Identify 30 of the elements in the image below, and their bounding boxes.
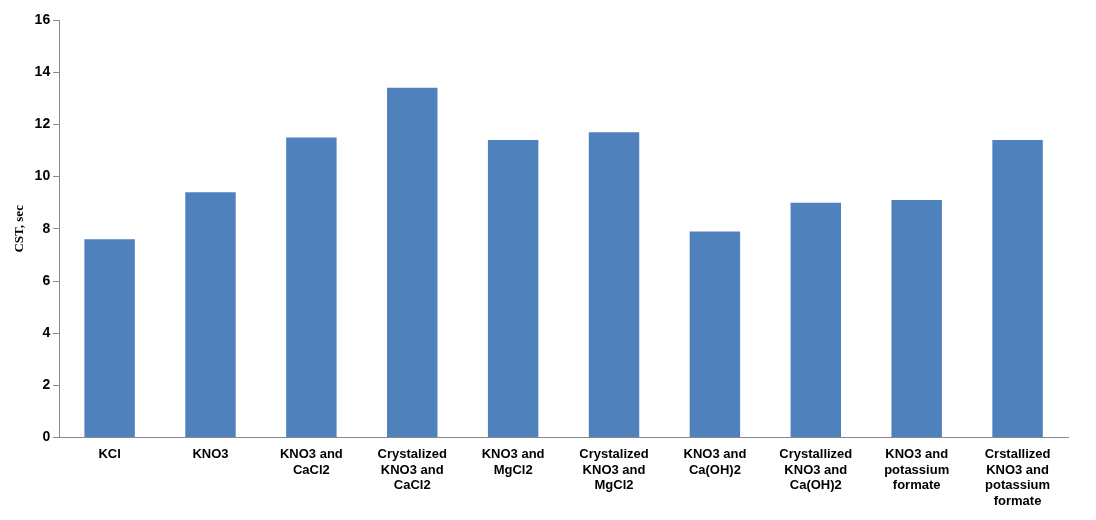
- x-tick-label: Crystalized KNO3 and CaCl2: [377, 445, 447, 493]
- bar: [992, 140, 1043, 438]
- bar: [387, 87, 438, 438]
- y-tick-label: 4: [42, 324, 51, 341]
- y-tick-label: 6: [42, 271, 51, 288]
- x-tick-label: KCl: [98, 445, 121, 461]
- y-tick-label: 2: [42, 376, 51, 393]
- bar: [185, 192, 236, 438]
- x-tick-label: KNO3 and MgCl2: [481, 445, 545, 477]
- bar: [891, 200, 942, 438]
- bar: [689, 231, 741, 438]
- bar: [790, 202, 842, 438]
- x-tick-label: KNO3 and Ca(OH)2: [683, 445, 747, 477]
- x-tick-label: KNO3: [192, 445, 229, 461]
- y-tick-label: 10: [34, 167, 51, 184]
- y-tick-label: 14: [34, 63, 51, 80]
- x-tick-label: KNO3 and CaCl2: [279, 445, 343, 477]
- y-tick-label: 0: [42, 428, 51, 445]
- bar: [588, 132, 640, 438]
- bar: [487, 140, 539, 438]
- y-axis-title: CST, sec: [11, 204, 27, 253]
- y-tick-label: 16: [34, 10, 51, 27]
- bar: [84, 239, 135, 438]
- y-tick-label: 8: [42, 219, 51, 236]
- x-tick-label: KNO3 and potassium formate: [884, 445, 950, 493]
- y-tick-label: 12: [34, 115, 51, 132]
- bar: [286, 137, 337, 438]
- x-tick-label: Crystalized KNO3 and MgCl2: [579, 445, 649, 493]
- x-tick-label: Crstallized KNO3 and potassium formate: [984, 445, 1051, 508]
- x-tick-label: Crystallized KNO3 and Ca(OH)2: [779, 445, 853, 493]
